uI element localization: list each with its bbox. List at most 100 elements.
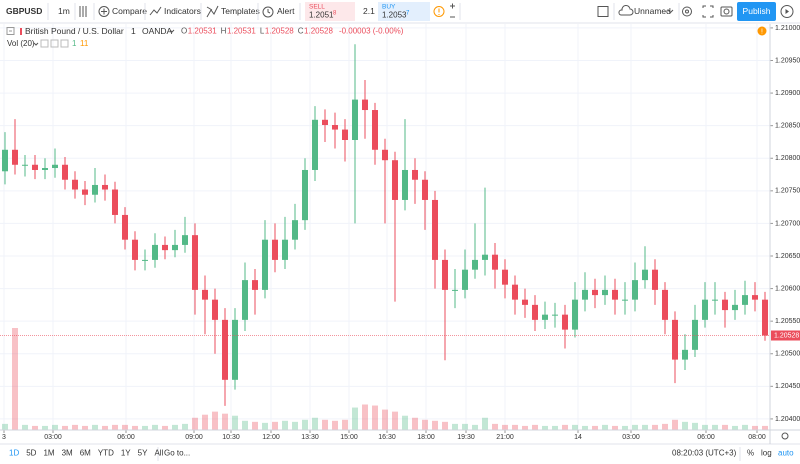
layout-icon[interactable] bbox=[597, 6, 609, 17]
compare-icon-plus bbox=[101, 8, 107, 15]
y-tick-label: 1.20500 bbox=[775, 351, 800, 358]
volume-bar bbox=[162, 425, 168, 430]
candle-body bbox=[652, 269, 658, 290]
candle-body bbox=[402, 169, 408, 200]
volume-bar bbox=[322, 419, 328, 430]
candle-body bbox=[752, 295, 758, 300]
candle-body bbox=[392, 160, 398, 200]
bars-icon[interactable] bbox=[79, 6, 87, 17]
footer: Go to... 08:20:03 (UTC+3) 1D 5D 1M 3M 6M YTD 1… bbox=[0, 432, 800, 461]
volume-bar bbox=[252, 421, 258, 430]
volume-bar bbox=[442, 421, 448, 430]
volume-bar bbox=[342, 419, 348, 430]
fullscreen-icon[interactable] bbox=[702, 5, 714, 18]
candle-body bbox=[132, 239, 138, 260]
layout-name[interactable]: Unnamed bbox=[634, 6, 671, 16]
range-button[interactable]: 1D bbox=[9, 449, 19, 458]
range-button[interactable]: YTD bbox=[98, 449, 114, 458]
replay-icon bbox=[785, 9, 789, 14]
qty-stepper[interactable] bbox=[450, 3, 455, 18]
volume-bar bbox=[502, 424, 508, 430]
volume-bar bbox=[532, 424, 538, 430]
volume-bar bbox=[232, 415, 238, 430]
volume-bar bbox=[712, 424, 718, 430]
y-tick-label: 1.20700 bbox=[775, 220, 800, 227]
volume-settings[interactable] bbox=[50, 39, 59, 48]
volume-bar bbox=[292, 421, 298, 430]
candle-body bbox=[202, 289, 208, 300]
indicators-button[interactable]: Indicators bbox=[164, 6, 201, 16]
volume-bar bbox=[552, 425, 558, 430]
compare-icon[interactable] bbox=[98, 6, 110, 17]
settings-icon-core bbox=[685, 9, 689, 14]
candle-body bbox=[302, 169, 308, 221]
buy-button[interactable] bbox=[378, 2, 430, 21]
cloud-icon[interactable] bbox=[618, 5, 634, 16]
volume-bar bbox=[632, 424, 638, 430]
candle-body bbox=[142, 259, 148, 261]
layout-menu[interactable] bbox=[667, 9, 674, 14]
volume-bar bbox=[382, 409, 388, 430]
scale-option[interactable]: % bbox=[747, 449, 754, 458]
candle-body bbox=[622, 299, 628, 301]
volume-bar bbox=[82, 425, 88, 430]
settings-icon[interactable] bbox=[682, 6, 692, 17]
range-button[interactable]: 6M bbox=[80, 449, 91, 458]
volume-bar bbox=[312, 417, 318, 430]
candle-body bbox=[382, 149, 388, 161]
y-tick-label: 1.20650 bbox=[775, 253, 800, 260]
templates-icon[interactable] bbox=[206, 5, 219, 18]
volume-bar bbox=[222, 413, 228, 430]
templates-button[interactable]: Templates bbox=[221, 6, 260, 16]
volume-bar bbox=[182, 423, 188, 430]
volume-bar bbox=[152, 424, 158, 430]
alert-button[interactable]: Alert bbox=[277, 6, 295, 16]
trade-info-icon[interactable] bbox=[433, 6, 445, 17]
collapse-icon[interactable] bbox=[6, 27, 15, 35]
volume-bar bbox=[72, 424, 78, 430]
range-button[interactable]: 1Y bbox=[121, 449, 131, 458]
alert-icon[interactable] bbox=[262, 6, 274, 18]
x-tick-label: 3 bbox=[2, 434, 6, 441]
volume-bar bbox=[512, 424, 518, 430]
volume-bar bbox=[212, 411, 218, 430]
range-button[interactable]: 5Y bbox=[138, 449, 148, 458]
volume-bar bbox=[682, 421, 688, 430]
source-menu[interactable] bbox=[169, 29, 175, 33]
range-button[interactable]: All bbox=[154, 449, 163, 458]
y-tick-label: 1.20450 bbox=[775, 383, 800, 390]
last-price-label: 1.20528 bbox=[774, 332, 799, 339]
volume-remove[interactable] bbox=[60, 39, 69, 48]
ohlc-label: H bbox=[221, 27, 227, 36]
axis-settings[interactable] bbox=[781, 432, 789, 440]
volume-bar bbox=[12, 328, 18, 430]
warning-icon[interactable] bbox=[757, 26, 767, 36]
indicators-icon[interactable] bbox=[149, 6, 162, 16]
candle-body bbox=[72, 179, 78, 190]
scale-option[interactable]: log bbox=[761, 449, 772, 458]
interval[interactable]: 1m bbox=[58, 6, 70, 16]
symbol[interactable]: GBPUSD bbox=[6, 6, 42, 16]
range-button[interactable]: 5D bbox=[26, 449, 36, 458]
goto-button[interactable]: Go to... bbox=[164, 449, 190, 458]
replay-button[interactable] bbox=[780, 5, 794, 18]
candle-body bbox=[22, 164, 28, 166]
buy-price: 1.2053 bbox=[382, 11, 407, 20]
candle-body bbox=[692, 319, 698, 350]
snapshot-icon[interactable] bbox=[720, 6, 733, 17]
scale-option[interactable]: auto bbox=[778, 449, 794, 458]
candle-body bbox=[762, 299, 768, 336]
compare-button[interactable]: Compare bbox=[112, 6, 147, 16]
candle-body bbox=[12, 149, 18, 165]
publish-button[interactable] bbox=[737, 2, 776, 21]
candle-body bbox=[282, 239, 288, 260]
range-button[interactable]: 1M bbox=[43, 449, 54, 458]
volume-hide[interactable] bbox=[40, 39, 49, 48]
sell-button[interactable] bbox=[305, 2, 355, 21]
volume-menu[interactable] bbox=[33, 42, 39, 46]
range-button[interactable]: 3M bbox=[62, 449, 73, 458]
candle-body bbox=[92, 184, 98, 195]
candle-body bbox=[292, 220, 298, 240]
